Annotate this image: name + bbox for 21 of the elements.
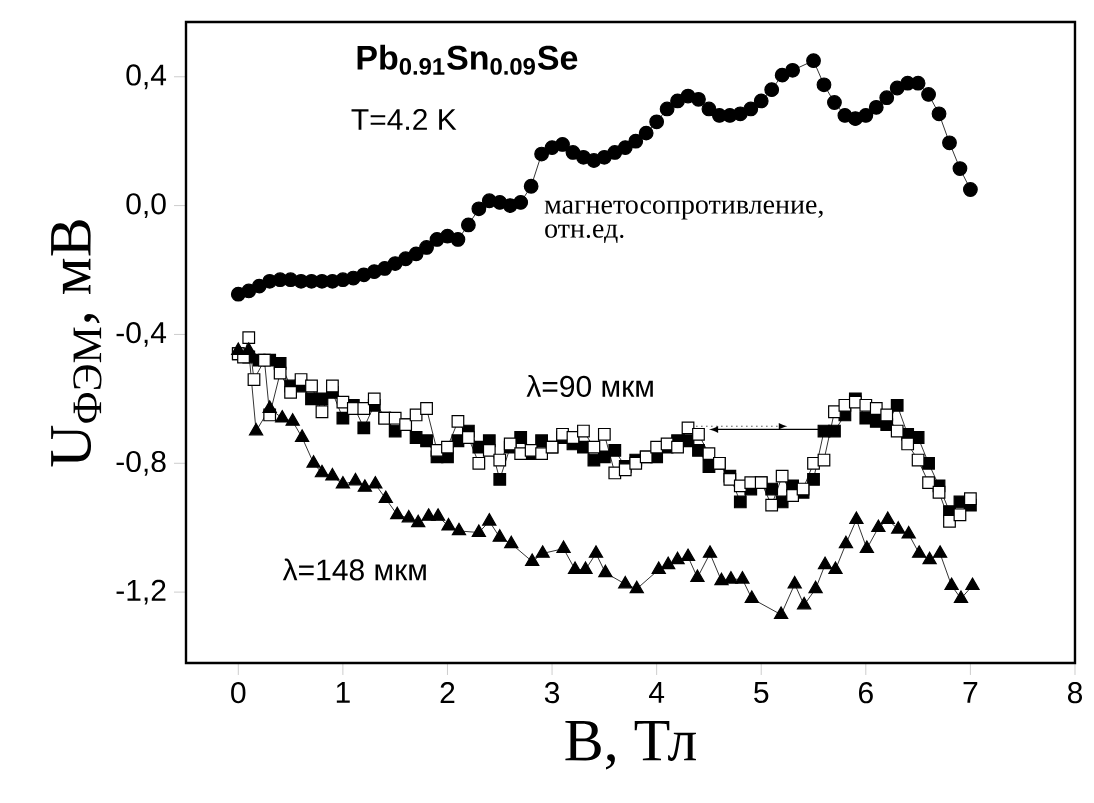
x-tick-label: 1: [336, 682, 350, 703]
x-tick-label: 3: [544, 682, 560, 704]
x-tick-label: 7: [963, 682, 978, 703]
x-tick-label: 2: [440, 682, 455, 703]
y-tick-label: -0,4: [116, 322, 167, 347]
series-label: магнетосопротивление, отн.ед.: [544, 200, 823, 244]
x-tick-label: 8: [1067, 682, 1083, 704]
series-label: λ=148 мкм: [282, 558, 426, 581]
y-tick-label: -0,8: [116, 450, 166, 476]
y-tick-label: 0,0: [126, 193, 166, 218]
x-tick-label: 4: [648, 682, 665, 703]
series-label: λ=90 мкм: [526, 374, 653, 397]
annotation: Pb$_{0.91}$Sn$_{0.09}$Se: [357, 44, 578, 75]
x-tick-label: 0: [231, 682, 246, 704]
x-tick-label: 5: [754, 682, 769, 703]
y-axis-title: U$_{ФЭМ}$, мВ: [51, 220, 102, 467]
annotation: T=4.2 K: [351, 108, 457, 130]
x-axis-title: B, Тл: [565, 721, 696, 770]
y-tick-label: -1,2: [116, 579, 166, 605]
y-tick-label: 0,4: [126, 64, 167, 90]
x-tick-label: 6: [859, 682, 873, 704]
